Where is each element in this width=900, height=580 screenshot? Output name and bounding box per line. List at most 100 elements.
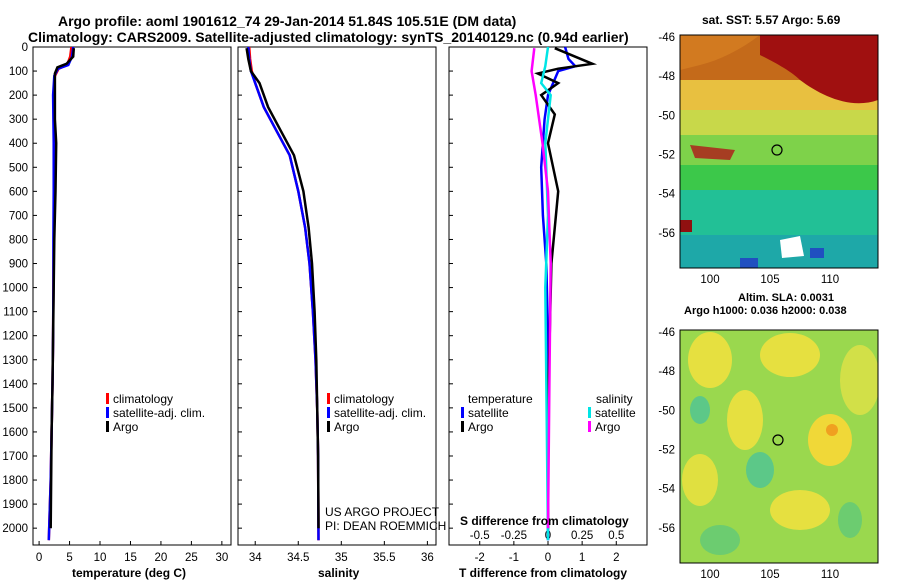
sst-map-title: sat. SST: 5.57 Argo: 5.69 (702, 13, 841, 27)
x-tick-label: 0 (545, 552, 551, 564)
legend-swatch-s-argo (588, 421, 591, 432)
sla-map-title: Altim. SLA: 0.0031 (738, 292, 834, 304)
temperature-x-ticks: 0 5 10 15 20 25 30 (36, 541, 228, 564)
map-axes: -46 -48 -50 -52 -54 -56 100 105 110 -46 -48 -50 -52 -… (658, 32, 839, 580)
series-line-satellite-adj-clim- (247, 46, 320, 541)
legend-label-t-satellite: satellite (468, 406, 509, 420)
x-tick-label: 5 (66, 552, 72, 564)
difference-top-label: S difference from climatology (460, 514, 629, 528)
lat-tick-label: -56 (658, 523, 675, 535)
x-tick-label: 35.5 (373, 552, 395, 564)
difference-s-ticks: -0.5 -0.25 0 0.25 0.5 (470, 530, 624, 542)
depth-tick-label: 0 (22, 42, 28, 54)
series-line-argo (245, 48, 320, 529)
depth-tick-label: 600 (9, 186, 28, 198)
legend-label-s-satellite: satellite (595, 406, 636, 420)
depth-tick-label: 1300 (2, 355, 28, 367)
x-tick-label: 10 (94, 552, 107, 564)
difference-legend: temperature salinity satellite Argo sate… (461, 392, 636, 434)
depth-tick-label: 400 (9, 138, 28, 150)
legend-swatch-satellite (106, 407, 109, 418)
depth-tick-label: 1700 (2, 451, 28, 463)
legend-label-satellite: satellite-adj. clim. (113, 406, 205, 420)
depth-tick-label: 1400 (2, 379, 28, 391)
x-tick-label: 15 (124, 552, 137, 564)
depth-tick-label: 1100 (3, 307, 28, 319)
depth-tick-label: 200 (9, 90, 28, 102)
lon-tick-label: 105 (760, 274, 779, 286)
depth-tick-label: 1900 (2, 499, 28, 511)
salinity-panel-frame (237, 46, 437, 546)
legend-swatch-t-argo (461, 421, 464, 432)
lat-tick-label: -50 (658, 405, 675, 417)
legend-swatch-argo (106, 421, 109, 432)
sla-map-subtitle: Argo h1000: 0.036 h2000: 0.038 (684, 305, 847, 317)
depth-tick-label: 1800 (2, 475, 28, 487)
depth-tick-label: 1000 (2, 283, 28, 295)
lat-tick-label: -56 (658, 228, 675, 240)
depth-tick-label: 1500 (2, 403, 28, 415)
salinity-x-label: salinity (318, 566, 360, 580)
depth-axis: 0 100 200 300 400 500 600 700 800 900 1000 1100 1200… (2, 42, 453, 535)
pi-credit: PI: DEAN ROEMMICH (325, 519, 446, 533)
lon-tick-label: 110 (821, 274, 839, 286)
lat-tick-label: -50 (658, 110, 675, 122)
depth-tick-label: 1600 (2, 427, 28, 439)
difference-x-label: T difference from climatology (459, 566, 627, 580)
legend-title-temperature: temperature (468, 392, 533, 406)
depth-tick-label: 100 (9, 66, 28, 78)
series-line-climatology (247, 46, 320, 541)
series-line-salinity-satellite (539, 46, 552, 541)
temperature-panel-frame (32, 46, 232, 546)
depth-tick-label: 800 (9, 234, 28, 246)
lat-tick-label: -48 (658, 71, 675, 83)
legend-swatch-satellite (327, 407, 330, 418)
lat-tick-label: -54 (658, 189, 675, 201)
legend-label-climatology: climatology (113, 392, 173, 406)
x-tick-label: 30 (215, 552, 228, 564)
salinity-legend: climatology satellite-adj. clim. Argo (327, 392, 426, 434)
legend-swatch-climatology (327, 393, 330, 404)
lon-tick-label: 110 (821, 569, 839, 580)
x-tick-label: -1 (509, 552, 519, 564)
lat-tick-label: -52 (658, 444, 675, 456)
x-tick-label: 25 (185, 552, 198, 564)
depth-tick-label: 700 (9, 210, 28, 222)
lat-tick-label: -46 (658, 32, 675, 44)
legend-label-climatology: climatology (334, 392, 394, 406)
lat-tick-label: -52 (658, 149, 675, 161)
temperature-x-label: temperature (deg C) (72, 566, 186, 580)
sla-float-marker (772, 434, 784, 446)
legend-label-t-argo: Argo (468, 420, 494, 434)
x-tick-label: -2 (475, 552, 485, 564)
lat-tick-label: -48 (658, 366, 675, 378)
title-line1: Argo profile: aoml 1901612_74 29-Jan-201… (58, 13, 517, 29)
us-argo-credit: US ARGO PROJECT (325, 505, 440, 519)
sla-map (680, 330, 878, 563)
x-tick-label: 36 (421, 552, 434, 564)
x-tick-label: 34.5 (287, 552, 309, 564)
legend-label-s-argo: Argo (595, 420, 621, 434)
x-tick-label: 0 (36, 552, 42, 564)
legend-label-argo: Argo (113, 420, 139, 434)
s-tick-label: -0.5 (470, 530, 490, 542)
legend-title-salinity: salinity (596, 392, 633, 406)
s-tick-label: 0.25 (571, 530, 593, 542)
s-tick-label: -0.25 (501, 530, 527, 542)
title-line2: Climatology: CARS2009. Satellite-adjuste… (28, 29, 629, 45)
depth-tick-label: 900 (9, 259, 28, 271)
salinity-x-ticks: 34 34.5 35 35.5 36 (249, 541, 434, 564)
s-tick-label: 0.5 (608, 530, 624, 542)
depth-tick-label: 300 (9, 114, 28, 126)
series-line-argo (49, 48, 76, 529)
sla-map-frame (679, 329, 879, 564)
depth-tick-label: 1200 (2, 331, 28, 343)
legend-swatch-argo (327, 421, 330, 432)
x-tick-label: 35 (335, 552, 348, 564)
legend-label-satellite: satellite-adj. clim. (334, 406, 426, 420)
depth-tick-label: 2000 (2, 523, 28, 535)
legend-label-argo: Argo (334, 420, 360, 434)
difference-x-ticks: -2 -1 0 1 2 (475, 541, 619, 564)
legend-swatch-s-satellite (588, 407, 591, 418)
